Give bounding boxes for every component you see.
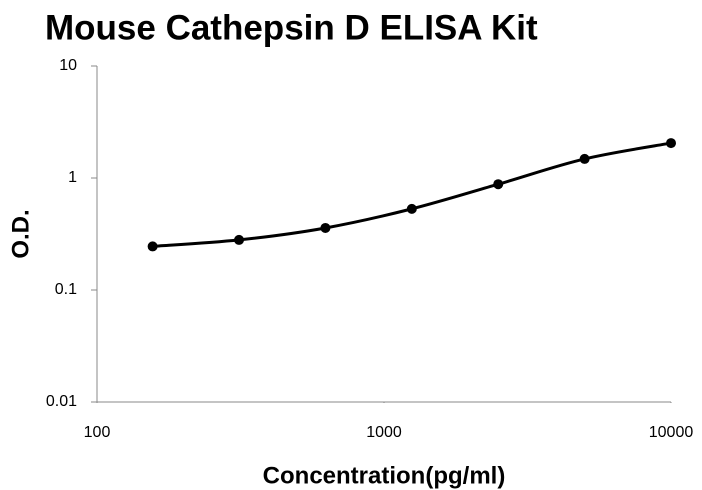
data-point bbox=[493, 179, 504, 190]
x-tick-label: 1000 bbox=[366, 424, 402, 441]
data-point bbox=[666, 138, 676, 149]
y-axis-label: O.D. bbox=[7, 209, 34, 258]
y-tick-label: 0.1 bbox=[55, 281, 77, 298]
data-point bbox=[579, 153, 590, 164]
data-point bbox=[320, 222, 331, 233]
x-tick-label: 100 bbox=[84, 424, 111, 441]
x-tick-label: 10000 bbox=[649, 424, 694, 441]
y-tick-label: 0.01 bbox=[46, 393, 77, 410]
data-point bbox=[406, 203, 417, 214]
x-axis-label: Concentration(pg/ml) bbox=[263, 462, 506, 489]
fit-curve bbox=[152, 141, 672, 248]
y-tick-label: 1 bbox=[68, 169, 77, 186]
data-point bbox=[234, 234, 245, 245]
data-point bbox=[147, 241, 158, 252]
y-tick-label: 10 bbox=[59, 57, 77, 74]
chart-title: Mouse Cathepsin D ELISA Kit bbox=[45, 8, 538, 47]
